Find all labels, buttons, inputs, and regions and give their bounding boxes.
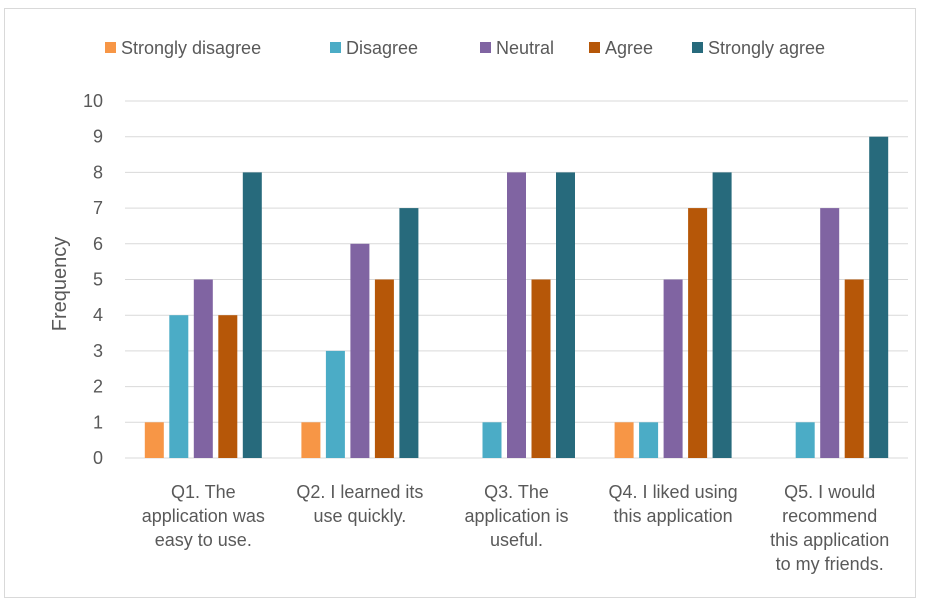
bar-strongly-agree (242, 172, 262, 458)
legend: Strongly disagree Disagree Neutral Agree Str… (105, 38, 825, 58)
legend-swatch (480, 42, 491, 53)
y-tick-label: 1 (93, 412, 103, 432)
bar-agree (374, 279, 394, 458)
y-tick-label: 10 (83, 91, 103, 111)
legend-label: Strongly disagree (121, 38, 261, 58)
x-axis-categories: Q1. The application was easy to use. Q2. I … (142, 482, 889, 574)
y-tick-label: 7 (93, 198, 103, 218)
bar-strongly-disagree (301, 422, 321, 458)
y-tick-label: 0 (93, 448, 103, 468)
x-category-label: Q2. I learned its use quickly. (296, 482, 423, 526)
legend-label: Agree (605, 38, 653, 58)
bars (144, 136, 889, 458)
x-category-label: Q5. I would recommend this application to m… (770, 482, 889, 574)
bar-strongly-agree (869, 136, 889, 458)
bar-strongly-disagree (614, 422, 634, 458)
bar-agree (844, 279, 864, 458)
chart-frame: 0 1 2 3 4 5 6 7 8 9 10 Q1. The application was easy … (4, 8, 916, 598)
bar-disagree (169, 315, 189, 458)
y-tick-label: 6 (93, 234, 103, 254)
bar-disagree (795, 422, 815, 458)
y-tick-label: 9 (93, 127, 103, 147)
bar-agree (531, 279, 551, 458)
x-category-label: Q1. The application was easy to use. (142, 482, 265, 550)
bar-strongly-agree (399, 208, 419, 458)
bar-strongly-agree (556, 172, 575, 458)
bar-neutral (507, 172, 526, 458)
y-tick-label: 8 (93, 162, 103, 182)
legend-swatch (330, 42, 341, 53)
bar-neutral (663, 279, 683, 458)
bar-chart: 0 1 2 3 4 5 6 7 8 9 10 Q1. The application was easy … (49, 38, 908, 574)
legend-swatch (589, 42, 600, 53)
y-tick-label: 2 (93, 377, 103, 397)
y-tick-label: 5 (93, 270, 103, 290)
legend-label: Disagree (346, 38, 418, 58)
x-category-label: Q4. I liked using this application (609, 482, 738, 526)
legend-swatch (105, 42, 116, 53)
bar-neutral (193, 279, 213, 458)
legend-label: Neutral (496, 38, 554, 58)
bar-agree (218, 315, 238, 458)
y-tick-label: 3 (93, 341, 103, 361)
bar-neutral (820, 208, 840, 458)
y-axis-title: Frequency (49, 237, 71, 332)
y-axis-ticks: 0 1 2 3 4 5 6 7 8 9 10 (83, 91, 103, 468)
bar-disagree (639, 422, 659, 458)
bar-agree (688, 208, 708, 458)
bar-disagree (482, 422, 502, 458)
bar-disagree (325, 350, 345, 458)
bar-strongly-agree (712, 172, 732, 458)
legend-label: Strongly agree (708, 38, 825, 58)
y-tick-label: 4 (93, 305, 103, 325)
bar-strongly-disagree (144, 422, 164, 458)
legend-swatch (692, 42, 703, 53)
x-category-label: Q3. The application is useful. (464, 482, 568, 550)
bar-neutral (350, 243, 370, 458)
